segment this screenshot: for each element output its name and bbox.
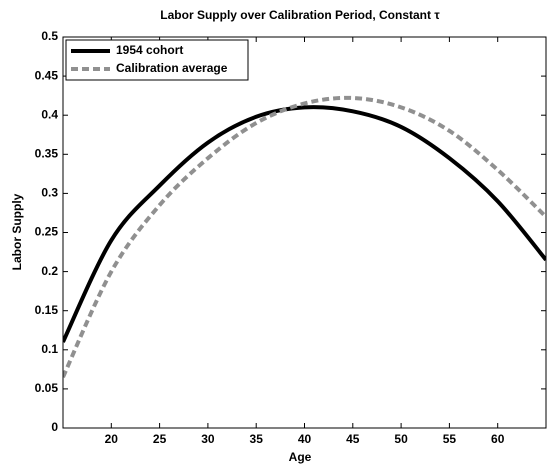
x-tick-label: 30 (201, 432, 215, 446)
series-line (63, 95, 546, 379)
y-tick-label: 0.05 (35, 381, 59, 395)
x-tick-label: 35 (250, 432, 264, 446)
y-tick-label: 0.25 (35, 225, 59, 239)
legend-label: 1954 cohort (116, 43, 183, 57)
x-axis-label: Age (289, 450, 312, 464)
y-axis-label: Labor Supply (10, 193, 24, 270)
y-tick-label: 0.4 (41, 107, 58, 121)
series-line (63, 105, 546, 343)
y-tick-label: 0.3 (41, 186, 58, 200)
chart-title: Labor Supply over Calibration Period, Co… (160, 8, 440, 22)
y-tick-label: 0 (51, 420, 58, 434)
x-tick-label: 55 (443, 432, 457, 446)
y-tick-label: 0.1 (41, 342, 58, 356)
plot-frame (62, 36, 547, 429)
x-tick-label: 25 (153, 432, 167, 446)
legend-label: Calibration average (116, 61, 228, 75)
x-tick-label: 20 (105, 432, 119, 446)
y-tick-label: 0.45 (35, 68, 59, 82)
x-tick-label: 50 (394, 432, 408, 446)
legend-box (65, 39, 249, 81)
y-tick-label: 0.35 (35, 146, 59, 160)
y-tick-label: 0.5 (41, 29, 58, 43)
x-tick-label: 60 (491, 432, 505, 446)
x-tick-label: 40 (298, 432, 312, 446)
y-tick-label: 0.15 (35, 303, 59, 317)
y-tick-label: 0.2 (41, 264, 58, 278)
x-tick-label: 45 (346, 432, 360, 446)
